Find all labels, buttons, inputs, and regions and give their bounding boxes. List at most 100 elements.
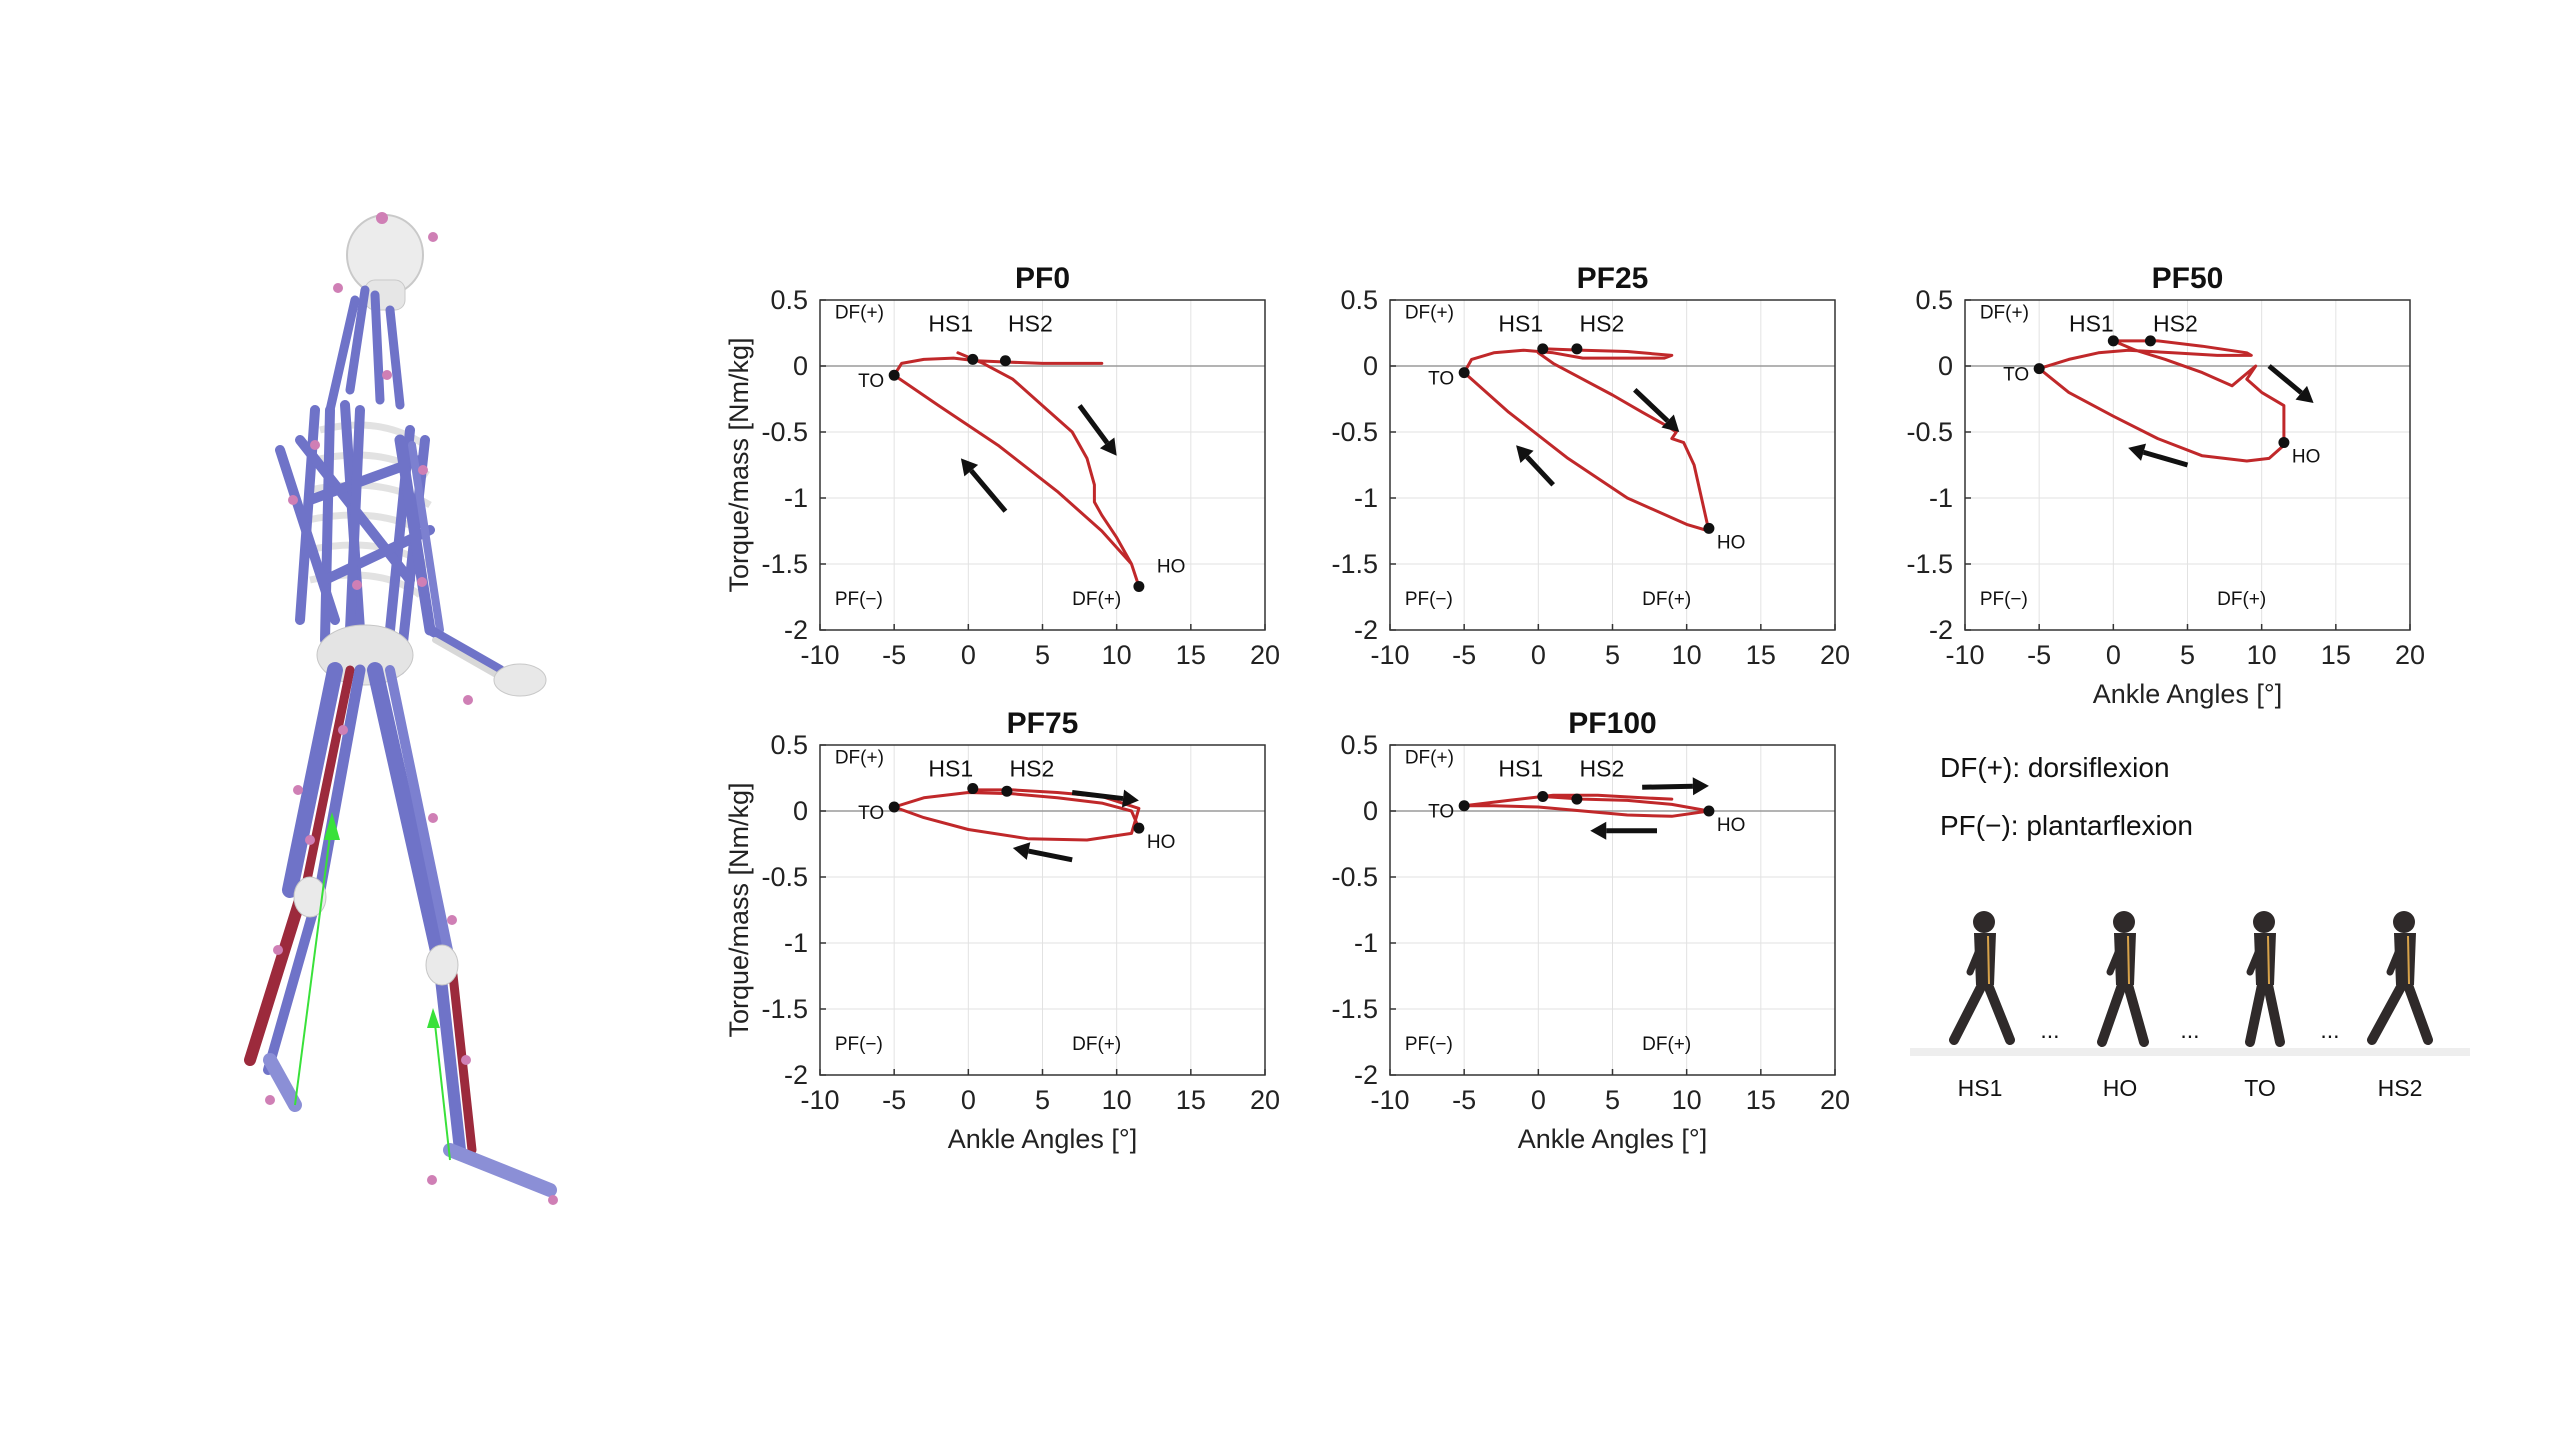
region-label-df-bottom: DF(+)	[1072, 1034, 1121, 1055]
y-tick-label: -2	[1354, 615, 1378, 645]
flow-arrow-shaft	[1642, 783, 1693, 790]
y-axis-label: Torque/mass [Nm/kg]	[724, 782, 754, 1037]
ground-reaction-force-arrows	[294, 812, 451, 1161]
torque-angle-curve	[892, 351, 1141, 588]
event-marker-ho	[2278, 437, 2290, 449]
flow-arrow-shaft	[1525, 455, 1555, 487]
y-tick-label: -2	[784, 1060, 808, 1090]
x-axis-label: Ankle Angles [°]	[948, 1124, 1137, 1154]
y-tick-label: -2	[1354, 1060, 1378, 1090]
event-marker-hs1	[1537, 343, 1549, 355]
region-label-pf-bottom: PF(−)	[1405, 589, 1453, 610]
panel-title: PF0	[1015, 262, 1070, 295]
x-tick-label: -10	[1945, 640, 1984, 670]
x-tick-label: 10	[1102, 1085, 1132, 1115]
x-tick-label: 10	[1672, 1085, 1702, 1115]
x-tick-label: 15	[2321, 640, 2351, 670]
legend-plantarflexion: PF(−): plantarflexion	[1940, 810, 2193, 841]
musculoskeletal-model-illustration	[244, 212, 558, 1205]
y-tick-label: 0	[793, 351, 808, 381]
x-axis-label: Ankle Angles [°]	[1518, 1124, 1707, 1154]
gait-phase-label-hs2: HS2	[2378, 1075, 2423, 1101]
event-label-to: TO	[858, 803, 884, 824]
arm	[394, 434, 508, 683]
y-tick-label: -1	[784, 928, 808, 958]
event-marker-hs1	[967, 783, 979, 795]
gait-phase-strip: HS1... HO... TO... HS2	[1910, 911, 2470, 1101]
x-tick-label: 0	[961, 1085, 976, 1115]
motion-capture-markers	[265, 212, 558, 1205]
y-tick-label: 0	[1363, 796, 1378, 826]
y-tick-label: -0.5	[1331, 862, 1378, 892]
region-label-pf-bottom: PF(−)	[1980, 589, 2028, 610]
x-tick-label: 0	[1531, 1085, 1546, 1115]
x-tick-label: 0	[1531, 640, 1546, 670]
y-tick-label: -1	[1354, 483, 1378, 513]
region-label-pf-bottom: PF(−)	[835, 589, 883, 610]
y-tick-label: -1	[1354, 928, 1378, 958]
event-label-hs1: HS1	[928, 311, 973, 337]
event-marker-ho	[1703, 805, 1715, 817]
event-label-hs2: HS2	[2153, 311, 2198, 337]
y-tick-label: -2	[1929, 615, 1953, 645]
y-tick-label: -0.5	[761, 417, 808, 447]
event-marker-hs2	[1001, 785, 1013, 797]
flow-arrow-head	[1516, 445, 1534, 464]
walker-highlight	[2127, 935, 2130, 985]
x-tick-label: 15	[1176, 640, 1206, 670]
y-tick-label: -0.5	[1906, 417, 1953, 447]
event-marker-hs2	[2144, 335, 2156, 347]
trunk-muscles	[275, 400, 435, 675]
event-marker-hs1	[2107, 335, 2119, 347]
y-axis-label: Torque/mass [Nm/kg]	[724, 337, 754, 592]
direction-legend: DF(+): dorsiflexion PF(−): plantarflexio…	[1940, 752, 2193, 868]
event-label-to: TO	[2003, 365, 2029, 386]
flow-arrow-shaft	[1077, 404, 1110, 445]
region-label-df-bottom: DF(+)	[1642, 589, 1691, 610]
x-tick-label: -5	[2027, 640, 2051, 670]
y-tick-label: 0.5	[1915, 285, 1953, 315]
y-tick-label: -1	[1929, 483, 1953, 513]
x-tick-label: 5	[1035, 1085, 1050, 1115]
event-marker-to	[2033, 363, 2045, 375]
walker-leg	[2263, 980, 2285, 1047]
x-tick-label: 5	[1035, 640, 1050, 670]
chart-panel-pf100: PF100 -10 -5 0 5 10 15 20 0.5 0 -0.5 -1 -1.5 -2 Ankle …	[1331, 707, 1850, 1154]
walker-figure-ho	[2097, 911, 2149, 1047]
event-label-to: TO	[1428, 369, 1454, 390]
panel-title: PF50	[2152, 262, 2224, 295]
walker-highlight	[2267, 935, 2270, 985]
walker-head	[2113, 911, 2135, 933]
x-tick-label: 15	[1746, 640, 1776, 670]
x-tick-label: 0	[2106, 640, 2121, 670]
region-label-df-bottom: DF(+)	[1642, 1034, 1691, 1055]
panel-title: PF75	[1007, 707, 1079, 740]
region-label-pf-bottom: PF(−)	[1405, 1034, 1453, 1055]
walker-leg	[1983, 980, 2015, 1045]
x-tick-label: 20	[1820, 640, 1850, 670]
torque-angle-curve	[2037, 339, 2286, 463]
flow-arrow-head	[1590, 821, 1607, 840]
torque-angle-curve	[1462, 793, 1711, 818]
region-label-pf-bottom: PF(−)	[835, 1034, 883, 1055]
event-label-hs1: HS1	[1498, 756, 1543, 782]
walker-highlight	[2407, 935, 2410, 985]
event-label-to: TO	[1428, 802, 1454, 823]
y-tick-label: -0.5	[1331, 417, 1378, 447]
flow-arrow-shaft	[1071, 790, 1124, 802]
flow-arrow-shaft	[1028, 848, 1073, 863]
walker-arm	[2106, 934, 2128, 976]
event-marker-hs2	[1571, 343, 1583, 355]
x-tick-label: 20	[1250, 640, 1280, 670]
walker-leg	[2403, 980, 2433, 1045]
event-marker-hs2	[1571, 793, 1583, 805]
walker-highlight	[1987, 935, 1990, 985]
x-axis-label: Ankle Angles [°]	[2093, 679, 2282, 709]
walker-leg	[2367, 980, 2407, 1045]
legend-dorsiflexion: DF(+): dorsiflexion	[1940, 752, 2170, 783]
y-tick-label: -2	[784, 615, 808, 645]
event-label-hs1: HS1	[928, 756, 973, 782]
walker-arm	[2386, 934, 2408, 976]
flow-arrow-head	[1692, 777, 1709, 796]
y-tick-label: 0	[793, 796, 808, 826]
